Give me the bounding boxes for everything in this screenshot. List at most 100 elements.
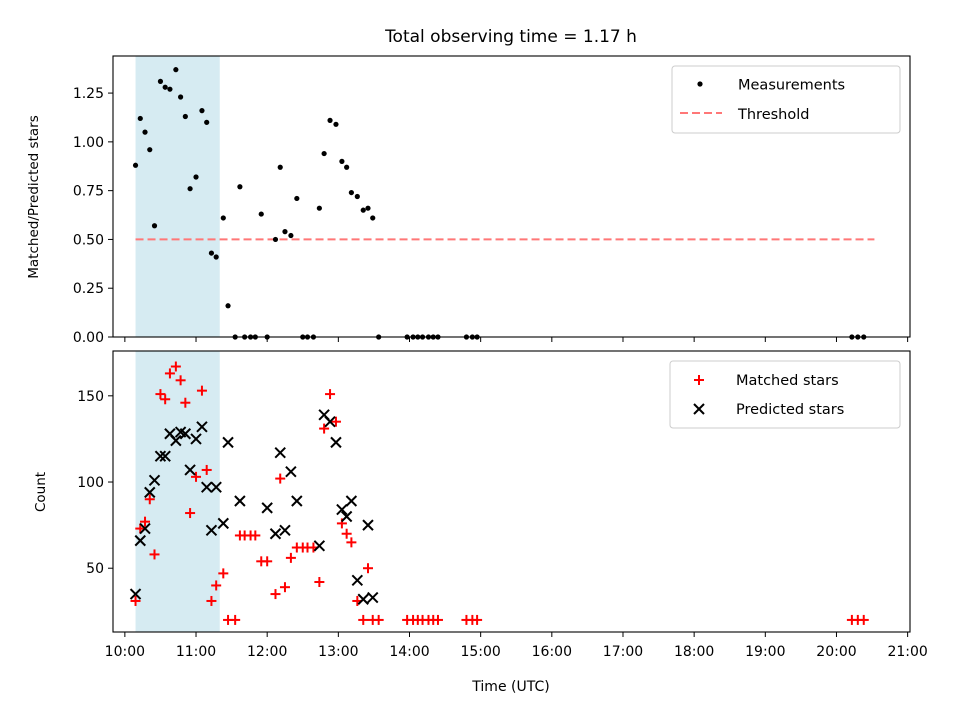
predicted-star-point [285,465,297,478]
x-tick-label: 15:00 [460,644,500,660]
predicted-star-point [170,434,182,447]
x-tick-label: 10:00 [105,644,145,660]
chart-title: Total observing time = 1.17 h [384,27,637,47]
legend-label-matched: Matched stars [736,373,839,389]
top-y-axis-label: Matched/Predicted stars [26,115,42,278]
matched-star-point [432,614,443,625]
measurement-point [225,303,231,309]
x-tick-label: 18:00 [674,644,714,660]
predicted-star-point [340,510,353,523]
bottom-y-axis: 50 100 150 [77,389,113,577]
predicted-star-point [351,574,364,586]
measurement-point [365,205,371,211]
measurement-point [199,108,205,114]
matched-star-point [346,537,357,548]
measurement-point [147,147,153,153]
measurement-point [237,184,243,190]
legend-dot-marker [697,81,703,87]
predicted-star-point [345,495,358,507]
x-tick-label: 16:00 [532,644,572,660]
measurement-point [208,250,215,256]
measurement-point [137,115,143,122]
x-tick-label: 19:00 [745,644,785,660]
bottom-legend: Matched stars Predicted stars [669,360,901,429]
measurement-point [360,207,366,213]
matched-star-point [164,368,175,379]
predicted-star-point [357,593,369,605]
matched-star-point [180,397,191,408]
legend-x-marker [693,403,705,415]
measurement-point [151,223,158,229]
y-tick-label: 1.00 [73,135,104,151]
predicted-star-point [313,540,326,552]
measurement-point [204,119,210,125]
measurement-point [193,174,199,180]
bottom-y-axis-label: Count [33,472,49,512]
matched-star-point [230,614,241,625]
bottom-plot-frame [112,350,911,633]
matched-star-point [358,614,369,625]
measurement-point [187,186,193,192]
bottom-legend-box [669,360,901,429]
matched-star-point [155,389,166,400]
predicted-star-point [324,415,336,428]
predicted-star-point [179,428,192,440]
matched-star-point [144,494,155,505]
measurement-point [370,215,376,221]
matched-star-point [285,552,296,563]
predicted-star-point [330,436,342,449]
matched-star-point [211,580,222,591]
measurement-point [282,229,288,235]
legend-label-measurements: Measurements [738,78,845,94]
matched-star-point [330,416,341,427]
matched-star-point [341,528,352,539]
top-legend-box [671,65,901,134]
matched-star-point [314,577,325,588]
measurement-point [220,215,226,221]
y-tick-label: 0.25 [73,281,104,297]
x-tick-label: 17:00 [603,644,643,660]
matched-star-point [262,556,273,567]
matched-star-point [218,568,229,579]
predicted-star-point [336,503,348,516]
matched-star-point [279,582,290,593]
measurement-point [182,113,188,120]
matched-star-point [196,385,207,396]
predicted-star-point [134,534,146,547]
predicted-star-point [184,464,196,476]
matched-star-point [149,549,160,560]
measurement-point [272,236,279,243]
top-x-axis [124,337,909,342]
measurement-point [277,164,283,170]
predicted-star-point [139,522,151,535]
y-tick-label: 100 [77,475,104,491]
predicted-star-point [222,436,234,449]
matched-star-point [325,389,336,400]
predicted-star-point [159,450,171,462]
y-tick-label: 0.00 [73,330,104,346]
measurement-point [132,162,139,168]
predicted-star-point [291,495,303,507]
top-highlight-span [135,56,220,337]
matched-star-point [250,530,261,541]
measurement-point [167,86,173,92]
predicted-star-point [205,524,218,536]
matched-star-point [206,595,217,606]
predicted-star-point [154,450,167,462]
measurement-point [348,189,354,196]
x-tick-label: 12:00 [247,644,287,660]
matched-star-point [201,464,212,475]
predicted-star-point [190,433,202,445]
predicted-star-point [261,502,273,514]
matched-star-point [275,473,286,484]
measurement-point [316,205,322,211]
legend-label-threshold: Threshold [737,107,809,123]
y-tick-label: 0.50 [73,232,104,248]
predicted-star-point [274,447,286,459]
predicted-star-point [210,481,222,493]
matched-star-point [191,471,202,482]
measurement-point [321,150,327,157]
matched-star-point [858,614,869,625]
